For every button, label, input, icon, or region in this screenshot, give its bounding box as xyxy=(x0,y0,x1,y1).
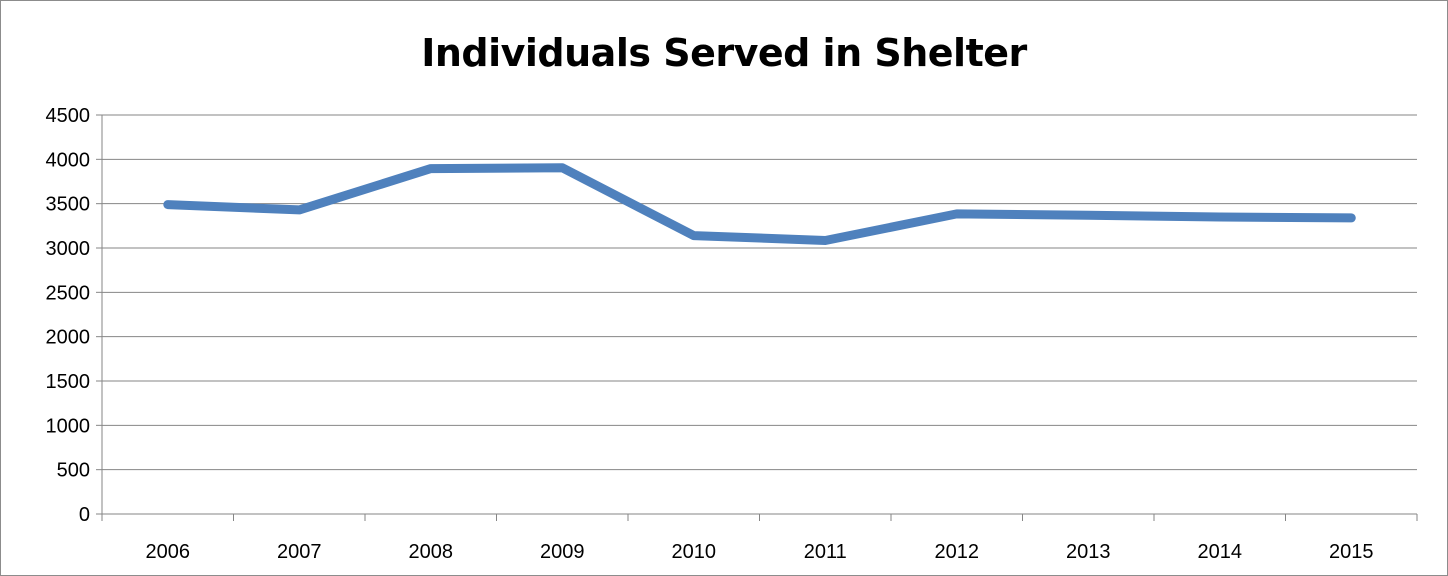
y-tick-label: 1000 xyxy=(46,415,91,437)
y-tick-label: 3000 xyxy=(46,238,91,260)
y-tick-labels: 0 500 1000 1500 2000 2500 3000 3500 4000 4500 xyxy=(46,105,91,526)
x-tick-label: 2011 xyxy=(804,541,847,563)
y-tick-label: 3500 xyxy=(46,194,91,216)
series-line xyxy=(163,163,1356,245)
axes xyxy=(96,114,1418,521)
chart-title: Individuals Served in Shelter xyxy=(421,31,1027,75)
x-tick-label: 2008 xyxy=(409,541,454,563)
x-tick-label: 2009 xyxy=(540,541,585,563)
x-tick-label: 2015 xyxy=(1329,541,1374,563)
y-tick-label: 0 xyxy=(79,504,90,526)
x-tick-label: 2007 xyxy=(277,541,322,563)
y-tick-label: 2500 xyxy=(46,282,91,304)
y-tick-label: 4000 xyxy=(46,149,91,171)
y-tick-label: 500 xyxy=(57,460,90,482)
y-tick-label: 1500 xyxy=(46,371,91,393)
x-tick-labels: 2006 2007 2008 2009 2010 2011 2012 2013 2014 2015 xyxy=(146,541,1374,563)
y-tick-label: 2000 xyxy=(46,327,91,349)
x-tick-label: 2012 xyxy=(935,541,980,563)
y-tick-label: 4500 xyxy=(46,105,91,127)
x-tick-label: 2014 xyxy=(1198,541,1243,563)
x-tick-label: 2006 xyxy=(146,541,191,563)
series-layer xyxy=(163,163,1356,245)
gridlines xyxy=(102,114,1417,471)
x-tick-label: 2010 xyxy=(672,541,717,563)
x-tick-label: 2013 xyxy=(1066,541,1111,563)
